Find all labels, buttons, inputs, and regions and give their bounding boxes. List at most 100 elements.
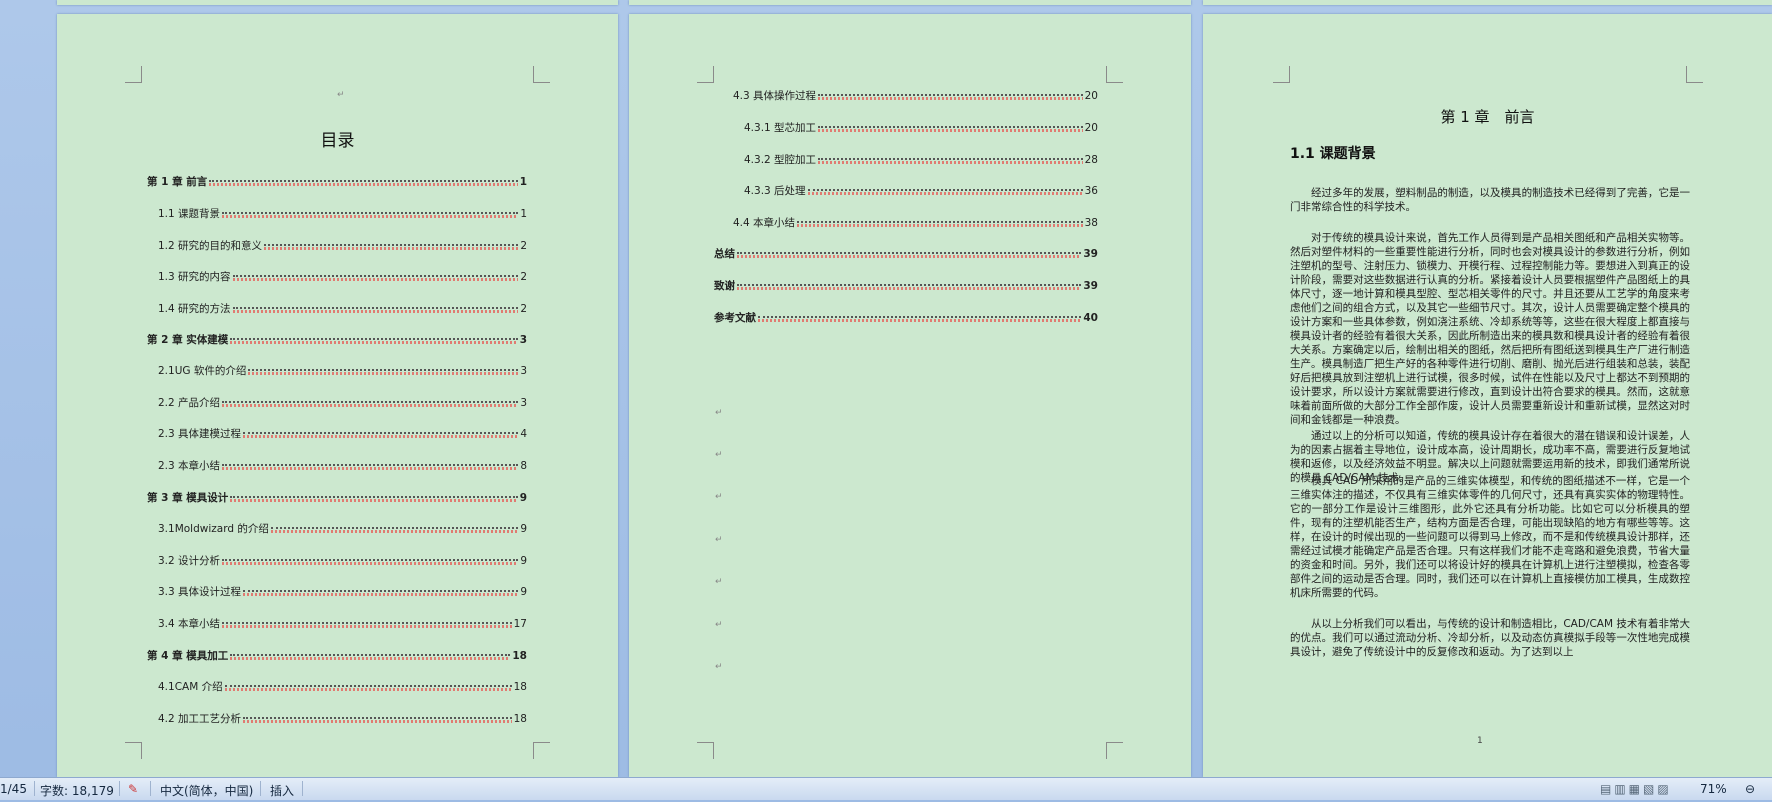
toc-leader bbox=[224, 685, 512, 691]
page: ↵ 目录 第 1 章 前言 1 1.1 课题背景 1 1.2 研究的目的和意义 2 1.3 … bbox=[57, 14, 618, 777]
toc-entry[interactable]: 4.2 加工工艺分析 18 bbox=[158, 711, 527, 727]
paragraph: 对于传统的模具设计来说，首先工作人员得到是产品相关图纸和产品相关实物等。然后对塑… bbox=[1290, 232, 1690, 426]
toc-entry-page: 18 bbox=[513, 713, 527, 725]
toc-entry[interactable]: 4.3.3 后处理 36 bbox=[744, 183, 1098, 199]
toc-entry-page: 4 bbox=[520, 428, 527, 440]
toc-entry[interactable]: 3.4 本章小结 17 bbox=[158, 616, 527, 632]
toc-entry-title: 2.2 产品介绍 bbox=[158, 397, 221, 409]
toc-entry-page: 2 bbox=[520, 240, 527, 252]
toc-entry-page: 3 bbox=[520, 365, 527, 377]
prev-page bbox=[1203, 0, 1772, 5]
toc-entry-title: 第 3 章 模具设计 bbox=[147, 492, 229, 504]
paragraph: 模具 CAD 所采用的是产品的三维实体模型，和传统的图纸描述不一样，它是一个三维… bbox=[1290, 475, 1690, 599]
toc-leader bbox=[758, 316, 1082, 322]
paragraph: 从以上分析我们可以看出，与传统的设计和制造相比，CAD/CAM 技术有着非常大的… bbox=[1290, 618, 1690, 658]
view-buttons[interactable]: ▤▥▦▧▨ bbox=[1600, 782, 1672, 796]
status-bar: 1/45 字数: 18,179 ✎ 中文(简体，中国) 插入 ▤▥▦▧▨ 71%… bbox=[0, 777, 1772, 800]
toc-entry[interactable]: 4.3.2 型腔加工 28 bbox=[744, 152, 1098, 168]
toc-entry-title: 参考文献 bbox=[714, 312, 756, 324]
toc-entry[interactable]: 第 4 章 模具加工 18 bbox=[147, 648, 527, 664]
toc-entry-page: 20 bbox=[1084, 90, 1098, 102]
toc-leader bbox=[737, 252, 1082, 258]
language[interactable]: 中文(简体，中国) bbox=[160, 784, 254, 798]
toc-entry[interactable]: 2.1UG 软件的介绍 3 bbox=[158, 363, 527, 379]
toc-entry-title: 第 1 章 前言 bbox=[147, 176, 208, 188]
toc-entry[interactable]: 1.1 课题背景 1 bbox=[158, 206, 527, 222]
page: ↵ ↵ ↵ ↵ ↵ ↵ ↵ 4.3 具体操作过程 20 4.3.1 型芯加工 20 4.3.2… bbox=[629, 14, 1191, 777]
toc-entry[interactable]: 1.2 研究的目的和意义 2 bbox=[158, 238, 527, 254]
toc-entry-page: 1 bbox=[520, 208, 527, 220]
toc-title: 目录 bbox=[320, 131, 355, 151]
toc-entry-title: 4.1CAM 介绍 bbox=[158, 681, 223, 693]
toc-entry-page: 18 bbox=[513, 681, 527, 693]
toc-entry-title: 1.3 研究的内容 bbox=[158, 271, 231, 283]
toc-leader bbox=[818, 126, 1083, 132]
zoom-level[interactable]: 71% bbox=[1700, 782, 1727, 796]
zoom-out[interactable]: ⊖ bbox=[1745, 782, 1756, 796]
toc-entry-page: 3 bbox=[519, 334, 527, 346]
toc-entry-page: 8 bbox=[520, 460, 527, 472]
toc-entry-page: 39 bbox=[1083, 248, 1098, 260]
toc-leader bbox=[222, 559, 519, 565]
toc-entry-title: 1.2 研究的目的和意义 bbox=[158, 240, 263, 252]
toc-entry[interactable]: 第 1 章 前言 1 bbox=[147, 174, 527, 190]
toc-entry[interactable]: 1.3 研究的内容 2 bbox=[158, 269, 527, 285]
toc-entry-title: 总结 bbox=[714, 248, 735, 260]
toc-entry[interactable]: 3.3 具体设计过程 9 bbox=[158, 584, 527, 600]
toc-leader bbox=[222, 622, 512, 628]
toc-leader bbox=[807, 189, 1083, 195]
toc-entry[interactable]: 致谢 39 bbox=[714, 278, 1098, 294]
toc-entry[interactable]: 4.3.1 型芯加工 20 bbox=[744, 120, 1098, 136]
toc-entry-title: 3.2 设计分析 bbox=[158, 555, 221, 567]
page-number: 1 bbox=[1477, 736, 1483, 746]
toc-entry-title: 第 2 章 实体建模 bbox=[147, 334, 229, 346]
toc-entry[interactable]: 2.3 具体建模过程 4 bbox=[158, 426, 527, 442]
toc-entry-page: 18 bbox=[512, 650, 527, 662]
toc-entry-page: 2 bbox=[520, 271, 527, 283]
toc-entry-title: 第 4 章 模具加工 bbox=[147, 650, 229, 662]
toc-entry-title: 致谢 bbox=[714, 280, 735, 292]
toc-entry[interactable]: 3.2 设计分析 9 bbox=[158, 553, 527, 569]
toc-entry-page: 9 bbox=[519, 492, 527, 504]
toc-leader bbox=[222, 212, 519, 218]
chapter-title: 第 1 章 前言 bbox=[1440, 108, 1535, 126]
toc-leader bbox=[230, 338, 519, 344]
toc-entry-title: 4.3.2 型腔加工 bbox=[744, 154, 817, 166]
toc-entry-page: 17 bbox=[513, 618, 527, 630]
toc-entry[interactable]: 2.3 本章小结 8 bbox=[158, 458, 527, 474]
toc-entry-title: 3.4 本章小结 bbox=[158, 618, 221, 630]
toc-entry-page: 9 bbox=[520, 523, 527, 535]
insert-mode[interactable]: 插入 bbox=[270, 784, 295, 798]
toc-entry[interactable]: 4.1CAM 介绍 18 bbox=[158, 679, 527, 695]
toc-entry[interactable]: 3.1Moldwizard 的介绍 9 bbox=[158, 521, 527, 537]
toc-entry[interactable]: 参考文献 40 bbox=[714, 310, 1098, 326]
page: 第 1 章 前言 1.1 课题背景 经过多年的发展，塑料制品的制造，以及模具的制… bbox=[1203, 14, 1772, 777]
toc-entry-page: 9 bbox=[520, 586, 527, 598]
toc-entry[interactable]: 1.4 研究的方法 2 bbox=[158, 301, 527, 317]
toc-leader bbox=[797, 221, 1083, 227]
toc-leader bbox=[818, 158, 1083, 164]
toc-entry[interactable]: 总结 39 bbox=[714, 246, 1098, 262]
toc-entry-page: 28 bbox=[1084, 154, 1098, 166]
toc-leader bbox=[230, 496, 519, 502]
toc-entry[interactable]: 第 3 章 模具设计 9 bbox=[147, 490, 527, 506]
toc-leader bbox=[232, 275, 519, 281]
toc-entry-title: 1.4 研究的方法 bbox=[158, 303, 231, 315]
toc-leader bbox=[818, 94, 1083, 100]
prev-page bbox=[629, 0, 1191, 5]
toc-entry-page: 2 bbox=[520, 303, 527, 315]
toc-entry-title: 4.3.1 型芯加工 bbox=[744, 122, 817, 134]
toc-entry-title: 3.3 具体设计过程 bbox=[158, 586, 242, 598]
toc-entry[interactable]: 2.2 产品介绍 3 bbox=[158, 395, 527, 411]
toc-entry-title: 4.3.3 后处理 bbox=[744, 185, 806, 197]
toc-entry[interactable]: 第 2 章 实体建模 3 bbox=[147, 332, 527, 348]
word-count[interactable]: 字数: 18,179 bbox=[40, 784, 114, 798]
toc-entry[interactable]: 4.4 本章小结 38 bbox=[733, 215, 1098, 231]
toc-leader bbox=[248, 369, 519, 375]
proofing-icon[interactable]: ✎ bbox=[128, 782, 139, 796]
toc-leader bbox=[737, 284, 1082, 290]
toc-entry[interactable]: 4.3 具体操作过程 20 bbox=[733, 88, 1098, 104]
toc-entry-page: 20 bbox=[1084, 122, 1098, 134]
page-count[interactable]: 1/45 bbox=[0, 782, 27, 796]
